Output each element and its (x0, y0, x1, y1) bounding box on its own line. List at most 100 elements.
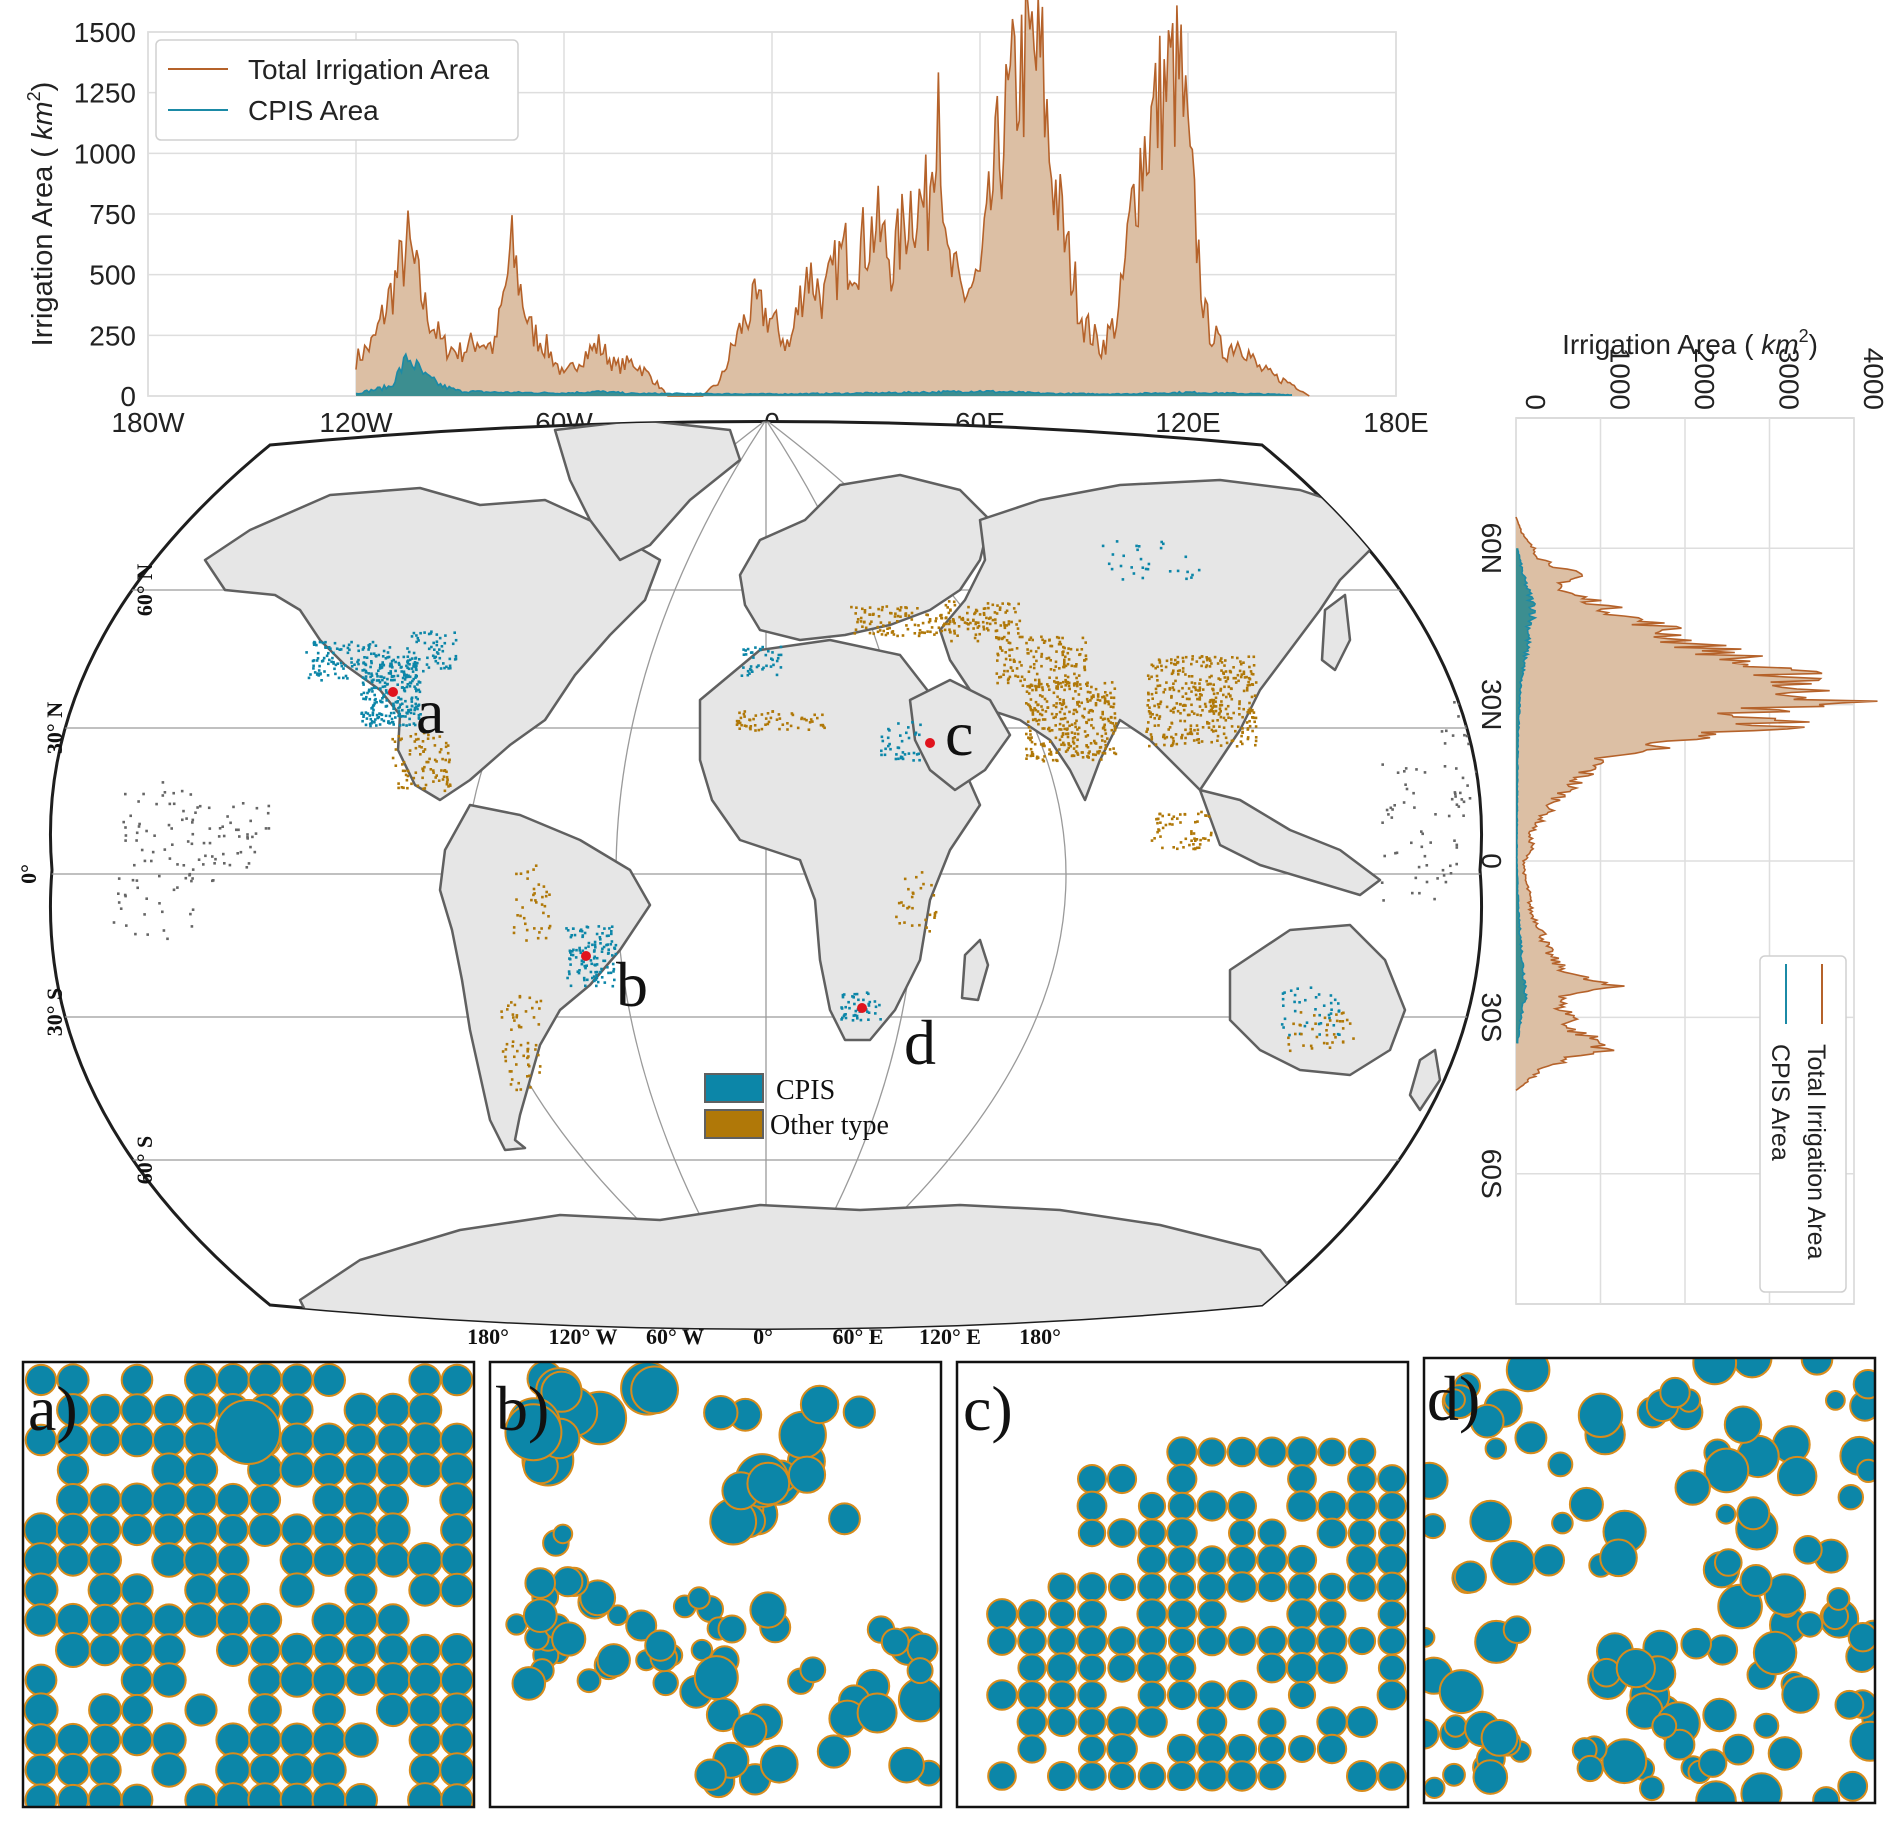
other-type-pixel (1151, 713, 1154, 716)
other-type-pixel (1219, 710, 1222, 713)
other-type-pixel (504, 1055, 507, 1059)
other-type-pixel (998, 608, 1002, 611)
side-y-tick-label: 30N (1476, 679, 1507, 730)
other-type-pixel (1254, 736, 1258, 739)
other-type-pixel (1165, 681, 1168, 684)
other-type-pixel (876, 625, 879, 629)
cpis-pixel (430, 645, 433, 649)
other-type-pixel (1064, 678, 1067, 682)
other-type-pixel (1072, 682, 1076, 686)
cpis-pixel (399, 666, 403, 669)
other-type-pixel (1199, 838, 1202, 842)
other-type-pixel (425, 760, 428, 764)
island-dot (1383, 854, 1386, 858)
pivot-field (1347, 1464, 1377, 1494)
other-type-pixel (913, 623, 917, 627)
other-type-pixel (1192, 832, 1196, 835)
other-type-pixel (1009, 666, 1013, 670)
other-type-pixel (519, 1025, 523, 1029)
pivot-field (439, 1482, 474, 1518)
other-type-pixel (408, 749, 412, 752)
pivot-field (440, 1783, 474, 1807)
other-type-pixel (1172, 739, 1175, 743)
cpis-pixel (313, 671, 317, 674)
cpis-pixel (765, 664, 768, 668)
other-type-pixel (994, 618, 997, 621)
cpis-pixel (321, 659, 325, 662)
other-type-pixel (1184, 655, 1188, 659)
other-type-pixel (940, 629, 944, 633)
other-type-pixel (891, 630, 895, 633)
other-type-pixel (538, 1071, 541, 1074)
other-type-pixel (1074, 690, 1077, 693)
other-type-pixel (427, 733, 430, 737)
pivot-field (1046, 1652, 1078, 1684)
cpis-pixel (415, 668, 418, 672)
pivot-field (24, 1783, 58, 1807)
other-type-pixel (1207, 839, 1210, 842)
pivot-field (1377, 1491, 1407, 1521)
cpis-pixel (384, 657, 388, 660)
pivot-field (1227, 1545, 1257, 1575)
cpis-pixel (1283, 1017, 1287, 1021)
other-type-pixel (1081, 756, 1085, 759)
island-dot (255, 806, 259, 810)
cpis-pixel (887, 744, 890, 748)
cpis-pixel (576, 970, 580, 973)
cpis-pixel (1101, 544, 1105, 548)
other-type-pixel (934, 910, 938, 914)
cpis-pixel (398, 663, 401, 666)
island-dot (136, 886, 139, 890)
other-type-pixel (1299, 1024, 1302, 1027)
cpis-pixel (417, 716, 421, 720)
other-type-pixel (543, 904, 547, 908)
island-dot (1389, 806, 1393, 810)
other-type-pixel (915, 875, 918, 879)
other-type-pixel (928, 618, 932, 621)
other-type-pixel (1204, 665, 1208, 669)
cpis-pixel (1283, 991, 1286, 994)
other-type-pixel (1047, 727, 1050, 731)
site-label-d: d (904, 1007, 936, 1078)
other-type-pixel (1219, 744, 1223, 747)
island-dot (1425, 864, 1429, 867)
other-type-pixel (1070, 731, 1074, 734)
pivot-field (1047, 1707, 1077, 1737)
cpis-pixel (415, 634, 418, 637)
other-type-pixel (1216, 739, 1219, 742)
island-dot (184, 876, 188, 880)
island-dot (1457, 805, 1461, 808)
island-dot (1403, 770, 1406, 773)
cpis-pixel (1136, 548, 1139, 552)
other-type-pixel (391, 737, 394, 741)
cpis-pixel (439, 667, 443, 670)
cpis-pixel (364, 723, 368, 727)
cpis-pixel (339, 648, 343, 651)
other-type-pixel (518, 1025, 521, 1029)
pivot-field (55, 1602, 91, 1638)
other-type-pixel (1198, 656, 1202, 660)
other-type-pixel (1190, 839, 1193, 842)
pivot-field (152, 1393, 186, 1427)
pivot-field (652, 1669, 679, 1697)
other-type-pixel (1150, 839, 1154, 842)
island-dot (238, 835, 241, 838)
cpis-pixel (607, 971, 610, 975)
cpis-pixel (331, 656, 334, 660)
pivot-field (249, 1634, 281, 1666)
other-type-pixel (1042, 742, 1045, 745)
cpis-pixel (374, 697, 377, 701)
other-type-pixel (935, 631, 938, 635)
series-cpis-fill (356, 354, 1292, 396)
other-type-pixel (1086, 734, 1090, 737)
cpis-pixel (316, 651, 320, 655)
other-type-pixel (444, 741, 448, 745)
other-type-pixel (1238, 702, 1241, 706)
other-type-pixel (1227, 716, 1230, 719)
island-dot (189, 912, 192, 916)
other-type-pixel (1052, 691, 1056, 695)
cpis-pixel (584, 946, 587, 950)
other-type-pixel (1150, 663, 1154, 667)
other-type-pixel (1078, 653, 1082, 656)
